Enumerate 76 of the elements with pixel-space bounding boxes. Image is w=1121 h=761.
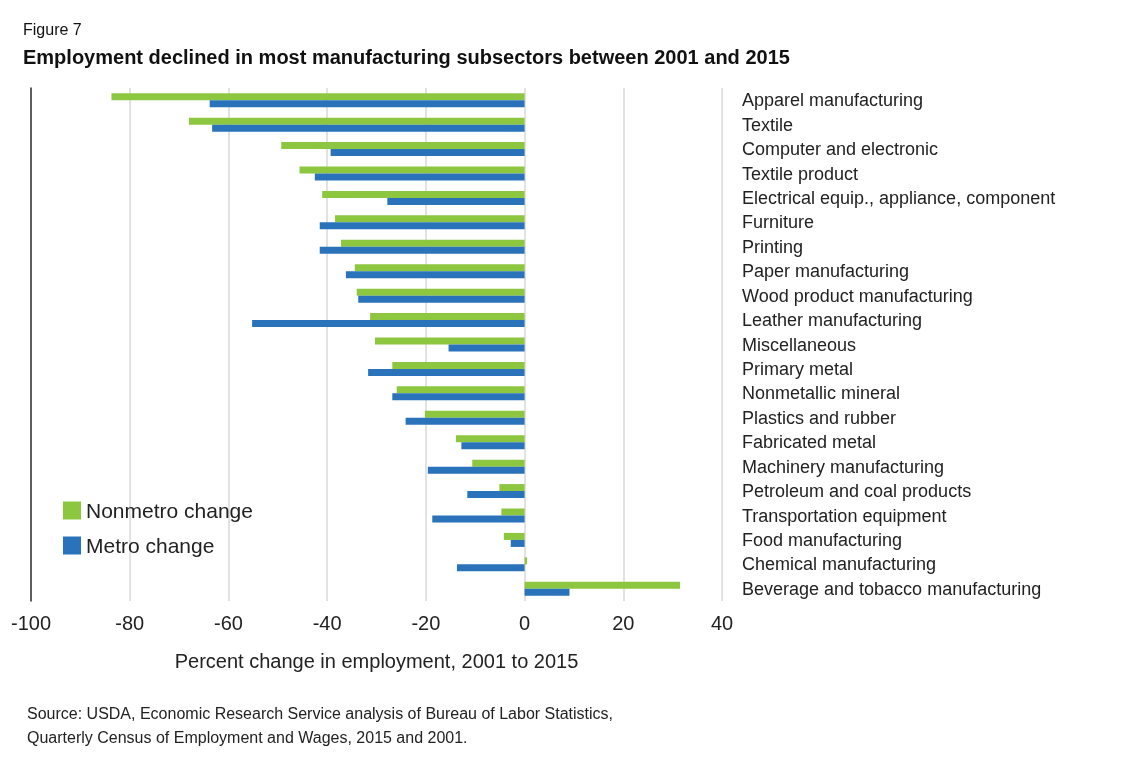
bar [319,246,525,254]
bar [212,124,525,132]
y-tick-label: Miscellaneous [742,334,857,355]
y-tick-label: Primary metal [742,358,854,379]
legend-label: Metro change [86,534,215,557]
bar [319,222,525,230]
bar [472,459,525,467]
y-tick-label: Nonmetallic mineral [742,383,901,404]
bar [524,581,681,589]
bar [330,149,525,157]
chart-subtitle: Figure 7 [23,20,82,38]
bar [335,215,525,223]
bar [354,264,525,272]
bar [209,100,525,108]
y-tick-label: Computer and electronic [742,139,939,160]
legend-label: Nonmetro change [86,499,253,522]
source-note: Source: USDA, Economic Research Service analysis of Bureau of Labor Statistics, Quarterly Census of Employment and Wages, 2015 and 2001. [27,704,618,746]
bar [358,295,525,303]
bar [456,564,525,572]
y-tick-label: Transportation equipment [742,505,947,526]
y-tick-label: Apparel manufacturing [742,90,924,111]
bar [314,173,525,181]
bar [461,442,525,450]
bar [501,508,525,516]
bar [396,386,525,394]
bar [368,368,525,376]
y-tick-label: Printing [742,236,804,257]
y-tick-label: Wood product manufacturing [742,285,973,306]
y-tick-label: Textile product [742,163,859,184]
chart-title: Employment declined in most manufacturing subsectors between 2001 and 2015 [23,46,790,68]
bar [405,417,525,425]
bar [427,466,525,474]
bar [281,142,525,150]
bar [432,515,525,523]
bar [448,344,525,352]
bar [356,288,525,296]
bar [392,361,525,369]
bar [387,197,525,205]
y-tick-label: Food manufacturing [742,529,903,550]
y-tick-label: Fabricated metal [742,432,877,453]
y-tick-label: Furniture [742,212,815,233]
bar [392,393,525,401]
x-tick-label: 40 [710,612,734,634]
x-tick-label: 0 [519,612,531,634]
bar [455,435,525,443]
bar [375,337,525,345]
x-tick-label: -20 [411,612,441,634]
bar [510,539,525,547]
bar [345,271,525,279]
x-axis-title: Percent change in employment, 2001 to 2015 [174,650,579,672]
y-tick-label: Machinery manufacturing [742,456,945,477]
bar [322,190,525,198]
x-tick-label: -40 [312,612,342,634]
x-tick-label: -100 [11,612,52,634]
y-tick-label: Chemical manufacturing [742,554,937,575]
y-tick-label: Leather manufacturing [742,310,923,331]
bar [111,93,525,101]
bar [499,484,525,492]
bar [524,588,570,596]
bar [252,320,525,328]
bar [503,532,525,540]
x-tick-label: -80 [115,612,145,634]
y-tick-label: Petroleum and coal products [742,481,972,502]
y-tick-label: Plastics and rubber [742,407,897,428]
bar [299,166,525,174]
bar [340,239,525,247]
bar [370,313,525,321]
x-tick-label: -60 [213,612,243,634]
y-tick-label: Paper manufacturing [742,261,910,282]
y-tick-label: Electrical equip., appliance, component [742,187,1056,208]
bar [188,117,525,125]
bar [424,410,525,418]
x-tick-label: 20 [612,612,635,634]
y-tick-label: Textile [742,114,794,135]
y-tick-label: Beverage and tobacco manufacturing [742,578,1042,599]
bar [467,491,525,499]
